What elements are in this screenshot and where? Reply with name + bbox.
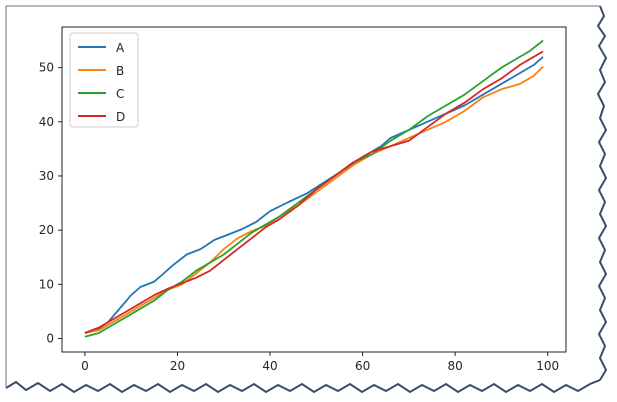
series-line-c <box>84 39 544 338</box>
x-tick-label: 60 <box>355 359 370 373</box>
x-tick-label: 0 <box>81 359 89 373</box>
y-tick-label: 0 <box>46 331 54 345</box>
series-line-a <box>84 56 544 334</box>
legend-box <box>69 32 139 128</box>
legend-label-d: D <box>116 110 125 124</box>
y-tick-label: 10 <box>39 277 54 291</box>
x-tick-label: 80 <box>448 359 463 373</box>
torn-bottom-edge <box>5 379 601 394</box>
legend-label-b: B <box>116 64 124 78</box>
legend-label-c: C <box>116 87 124 101</box>
y-axis: 0 10 20 30 40 50 <box>39 61 62 345</box>
series-line-d <box>84 50 544 334</box>
series-lines <box>84 39 544 338</box>
torn-right-edge <box>596 5 608 381</box>
y-tick-label: 50 <box>39 61 54 75</box>
x-tick-label: 20 <box>170 359 185 373</box>
x-axis: 0 20 40 60 80 100 <box>81 352 559 373</box>
legend-label-a: A <box>116 41 125 55</box>
x-tick-label: 100 <box>536 359 559 373</box>
y-tick-label: 20 <box>39 223 54 237</box>
y-tick-label: 30 <box>39 169 54 183</box>
legend: A B C D <box>69 32 139 128</box>
x-tick-label: 40 <box>262 359 277 373</box>
figure-frame <box>5 5 608 394</box>
series-line-b <box>84 65 544 334</box>
y-tick-label: 40 <box>39 115 54 129</box>
